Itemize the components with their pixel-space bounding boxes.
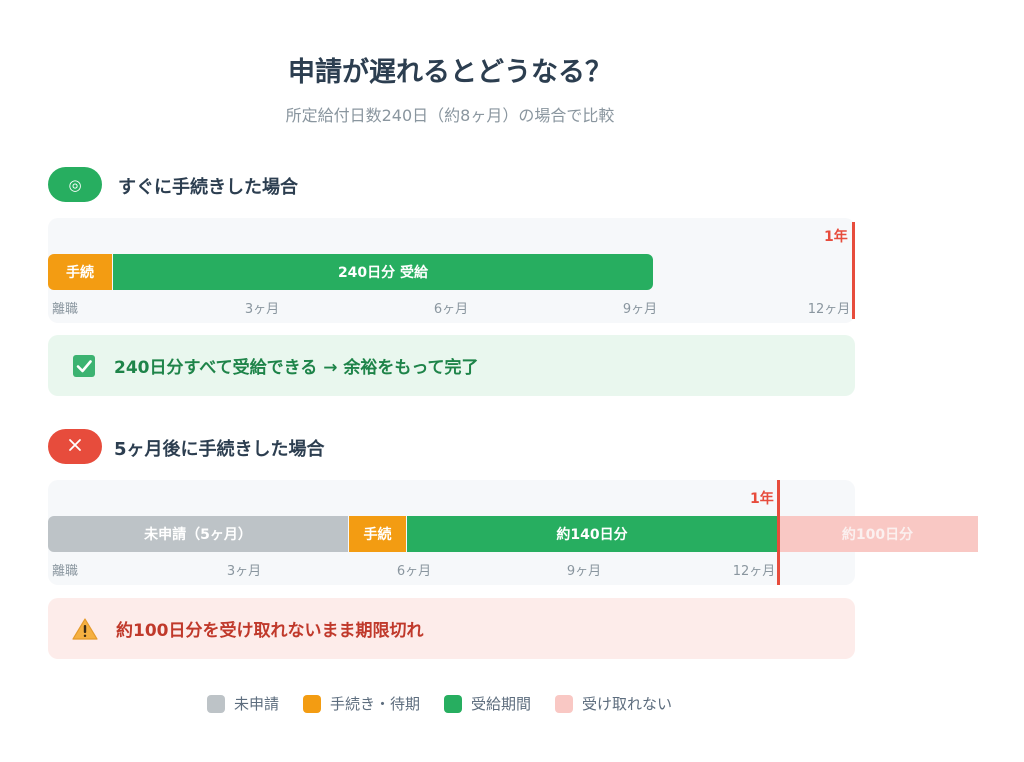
unapplied-bar: 未申請（5ヶ月） [48,516,348,552]
good-badge: ◎ [48,167,102,202]
legend-label: 未申請 [234,695,280,713]
tick-label: 3ヶ月 [244,302,280,317]
procedure-bar: 手続 [349,516,406,552]
legend-swatch [444,694,463,713]
legend-swatch [555,694,574,713]
tick-label: 離職 [52,302,79,317]
checkbox-checked-icon [72,354,96,378]
result-callout-good: 240日分すべて受給できる → 余裕をもって完了 [48,335,855,396]
legend-label: 受け取れない [582,695,673,713]
one-year-line [852,222,855,319]
close-icon [68,438,82,456]
receive-bar: 約140日分 [407,516,777,552]
legend-label: 受給期間 [471,695,532,713]
one-year-label: 1年 [750,491,774,507]
tick-label: 12ヶ月 [732,564,776,579]
tick-label: 9ヶ月 [622,302,658,317]
legend-item-lost: 受け取れない [555,693,672,714]
legend: 未申請 手続き・待期 受給期間 受け取れない [207,693,696,714]
tick-label: 6ヶ月 [433,302,469,317]
legend-swatch [303,694,322,713]
tick-label: 6ヶ月 [396,564,432,579]
one-year-label: 1年 [824,229,848,245]
legend-item-receiving: 受給期間 [444,693,531,714]
one-year-line [777,480,780,585]
legend-swatch [207,694,225,713]
bad-badge [48,429,102,464]
tick-label: 離職 [52,564,79,579]
legend-item-procedure: 手続き・待期 [303,693,420,714]
tick-label: 12ヶ月 [807,302,851,317]
lost-bar: 約100日分 [777,516,978,552]
double-circle-icon: ◎ [68,175,82,194]
legend-item-unapplied: 未申請 [207,693,279,714]
tick-label: 3ヶ月 [226,564,262,579]
tick-label: 9ヶ月 [566,564,602,579]
scenario-bad-title: 5ヶ月後に手続きした場合 [114,439,325,460]
scenario-good-title: すぐに手続きした場合 [118,177,298,198]
timeline-panel-bad: 1年 未申請（5ヶ月） 手続 約140日分 約100日分 離職 3ヶ月 6ヶ月 … [48,480,978,585]
result-text: 約100日分を受け取れないまま期限切れ [116,621,424,641]
result-text: 240日分すべて受給できる → 余裕をもって完了 [114,358,479,378]
timeline-panel-good: 1年 手続 240日分 受給 離職 3ヶ月 6ヶ月 9ヶ月 12ヶ月 [48,218,855,323]
warning-icon [72,617,98,641]
page-subtitle: 所定給付日数240日（約8ヶ月）の場合で比較 [285,106,615,125]
receive-bar: 240日分 受給 [113,254,653,290]
page-title: 申請が遅れるとどうなる？ [288,57,612,88]
result-callout-bad: 約100日分を受け取れないまま期限切れ [48,598,855,659]
procedure-bar: 手続 [48,254,112,290]
legend-label: 手続き・待期 [330,695,421,713]
